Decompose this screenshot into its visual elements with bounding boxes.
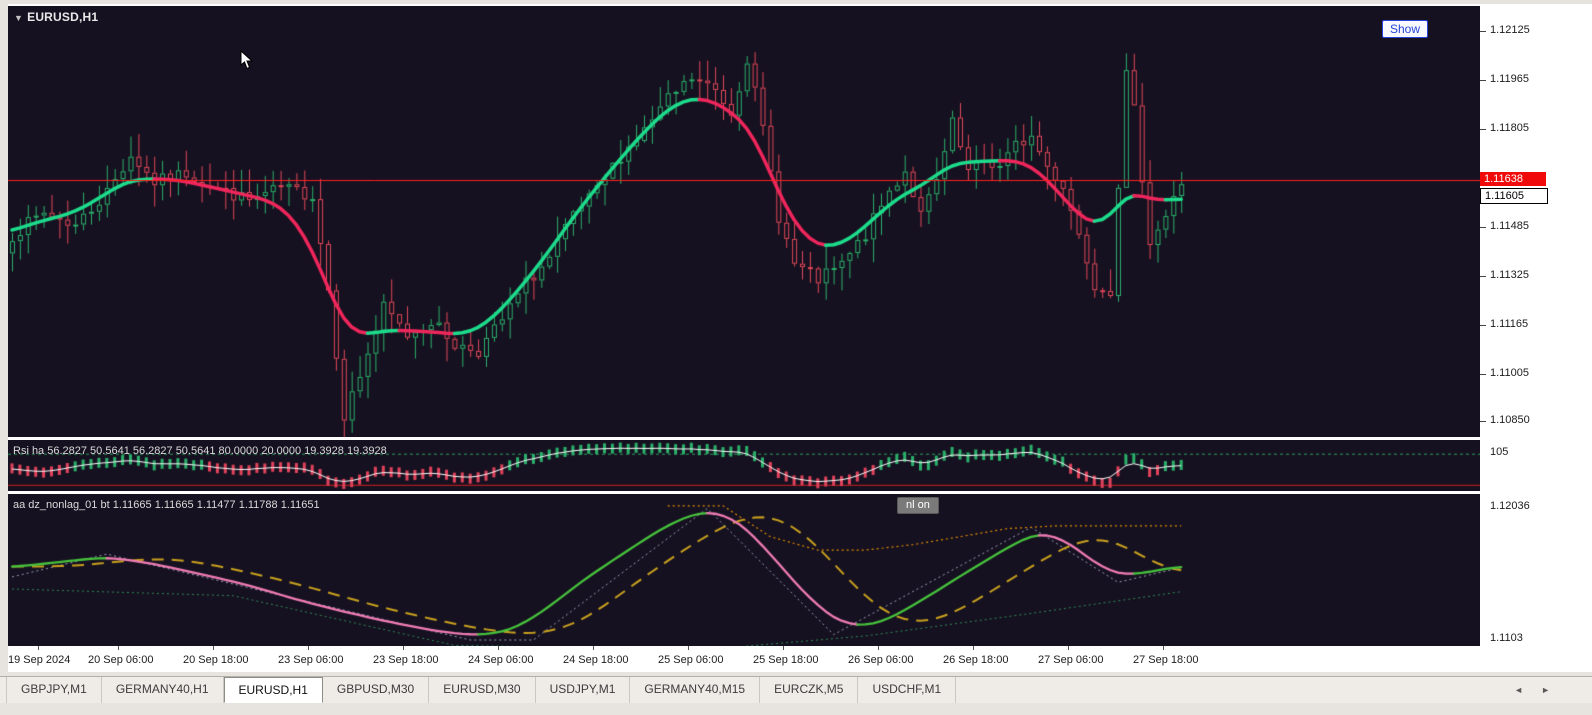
time-axis-tick [38, 646, 39, 650]
time-axis-label: 23 Sep 06:00 [278, 654, 344, 666]
price-axis-label: 1.10850 [1490, 413, 1530, 426]
price-axis-label: 1.11805 [1490, 121, 1529, 134]
price-axis-tick [1480, 373, 1486, 375]
time-axis-label: 26 Sep 18:00 [943, 654, 1009, 666]
time-axis-tick [783, 646, 784, 650]
time-axis-tick [593, 646, 594, 650]
time-axis-label: 27 Sep 18:00 [1133, 654, 1199, 666]
price-axis-tick [1480, 79, 1486, 81]
chart-tab-eurczk-m5[interactable]: EURCZK,M5 [760, 677, 859, 703]
nonlag-axis-bottom-label: 1.1103 [1490, 632, 1523, 644]
chart-tab-eurusd-m30[interactable]: EURUSD,M30 [429, 677, 536, 703]
main-chart-canvas[interactable] [8, 6, 1480, 437]
nonlag-indicator-label: aa dz_nonlag_01 bt 1.11665 1.11665 1.114… [13, 499, 320, 511]
bid-price-tag: 1.11605 [1480, 188, 1548, 204]
symbol-text: EURUSD,H1 [27, 10, 99, 24]
chart-tab-bar: GBPJPY,M1 GERMANY40,H1 EURUSD,H1 GBPUSD,M30… [0, 676, 1592, 703]
rsi-axis-top-label: 105 [1490, 446, 1509, 458]
price-axis-label: 1.11165 [1490, 317, 1529, 330]
nonlag-axis-top-label: 1.12036 [1490, 500, 1530, 512]
time-axis-tick [973, 646, 974, 650]
time-axis-tick [688, 646, 689, 650]
nl-on-button[interactable]: nl on [897, 497, 939, 514]
time-axis-label: 24 Sep 18:00 [563, 654, 629, 666]
time-axis-label: 25 Sep 06:00 [658, 654, 724, 666]
chart-tabs: GBPJPY,M1 GERMANY40,H1 EURUSD,H1 GBPUSD,M30… [6, 677, 957, 703]
symbol-dropdown-icon[interactable]: ▼ [14, 13, 24, 23]
rsi-indicator-label: Rsi ha 56.2827 50.5641 56.2827 50.5641 8… [13, 445, 387, 457]
time-axis: 19 Sep 2024 20 Sep 06:00 20 Sep 18:00 23 Se… [8, 646, 1592, 672]
price-axis-label: 1.11325 [1490, 268, 1529, 281]
price-axis-label: 1.11965 [1490, 72, 1529, 85]
chart-tab-germany40-h1[interactable]: GERMANY40,H1 [102, 677, 224, 703]
price-axis-label: 1.12125 [1490, 24, 1530, 36]
price-axis-tick [1480, 128, 1486, 130]
symbol-label[interactable]: ▼ EURUSD,H1 [14, 10, 98, 24]
time-axis-tick [213, 646, 214, 650]
rsi-panel: Rsi ha 56.2827 50.5641 56.2827 50.5641 8… [8, 440, 1480, 491]
time-axis-label: 19 Sep 2024 [8, 654, 71, 666]
price-axis-tick [1480, 226, 1486, 228]
time-axis-tick [118, 646, 119, 650]
time-axis-tick [1068, 646, 1069, 650]
nonlag-canvas[interactable] [8, 494, 1480, 646]
time-axis-tick [498, 646, 499, 650]
time-axis-tick [308, 646, 309, 650]
price-axis-tick [1480, 275, 1486, 277]
time-axis-label: 25 Sep 18:00 [753, 654, 819, 666]
tab-scroll-controls: ◄ ► [1514, 677, 1550, 702]
tabs-scroll-left-button[interactable]: ◄ [1514, 684, 1524, 695]
price-axis-label: 1.11005 [1490, 366, 1529, 379]
time-axis-label: 20 Sep 06:00 [88, 654, 154, 666]
chart-tab-eurusd-h1[interactable]: EURUSD,H1 [223, 677, 323, 703]
time-axis-tick [878, 646, 879, 650]
time-axis-label: 20 Sep 18:00 [183, 654, 249, 666]
time-axis-label: 27 Sep 06:00 [1038, 654, 1104, 666]
show-button[interactable]: Show [1381, 20, 1428, 38]
time-axis-label: 24 Sep 06:00 [468, 654, 534, 666]
price-axis-tick [1480, 420, 1486, 422]
price-axis: 1.11638 1.11605 105 1.12036 1.1103 1.121… [1480, 4, 1592, 646]
time-axis-label: 23 Sep 18:00 [373, 654, 439, 666]
price-axis-label: 1.11485 [1490, 219, 1529, 232]
current-price-tag: 1.11638 [1480, 172, 1546, 186]
time-axis-tick [1163, 646, 1164, 650]
chart-tab-usdchf-m1[interactable]: USDCHF,M1 [858, 677, 957, 703]
time-axis-tick [403, 646, 404, 650]
rsi-canvas[interactable] [8, 440, 1480, 491]
price-axis-tick [1480, 324, 1486, 326]
mouse-cursor-icon [240, 50, 254, 70]
chart-tab-gbpjpy-m1[interactable]: GBPJPY,M1 [6, 677, 102, 703]
tabs-scroll-right-button[interactable]: ► [1541, 684, 1550, 695]
chart-tab-usdjpy-m1[interactable]: USDJPY,M1 [536, 677, 631, 703]
price-axis-tick [1480, 31, 1486, 32]
main-chart-panel: ▼ EURUSD,H1 Show [8, 6, 1480, 437]
time-axis-label: 26 Sep 06:00 [848, 654, 914, 666]
nonlag-panel: aa dz_nonlag_01 bt 1.11665 1.11665 1.114… [8, 494, 1480, 646]
chart-area: ▼ EURUSD,H1 Show Rsi ha 56.2827 50.5641 5… [8, 4, 1592, 672]
chart-tab-germany40-m15[interactable]: GERMANY40,M15 [630, 677, 761, 703]
chart-tab-gbpusd-m30[interactable]: GBPUSD,M30 [323, 677, 430, 703]
